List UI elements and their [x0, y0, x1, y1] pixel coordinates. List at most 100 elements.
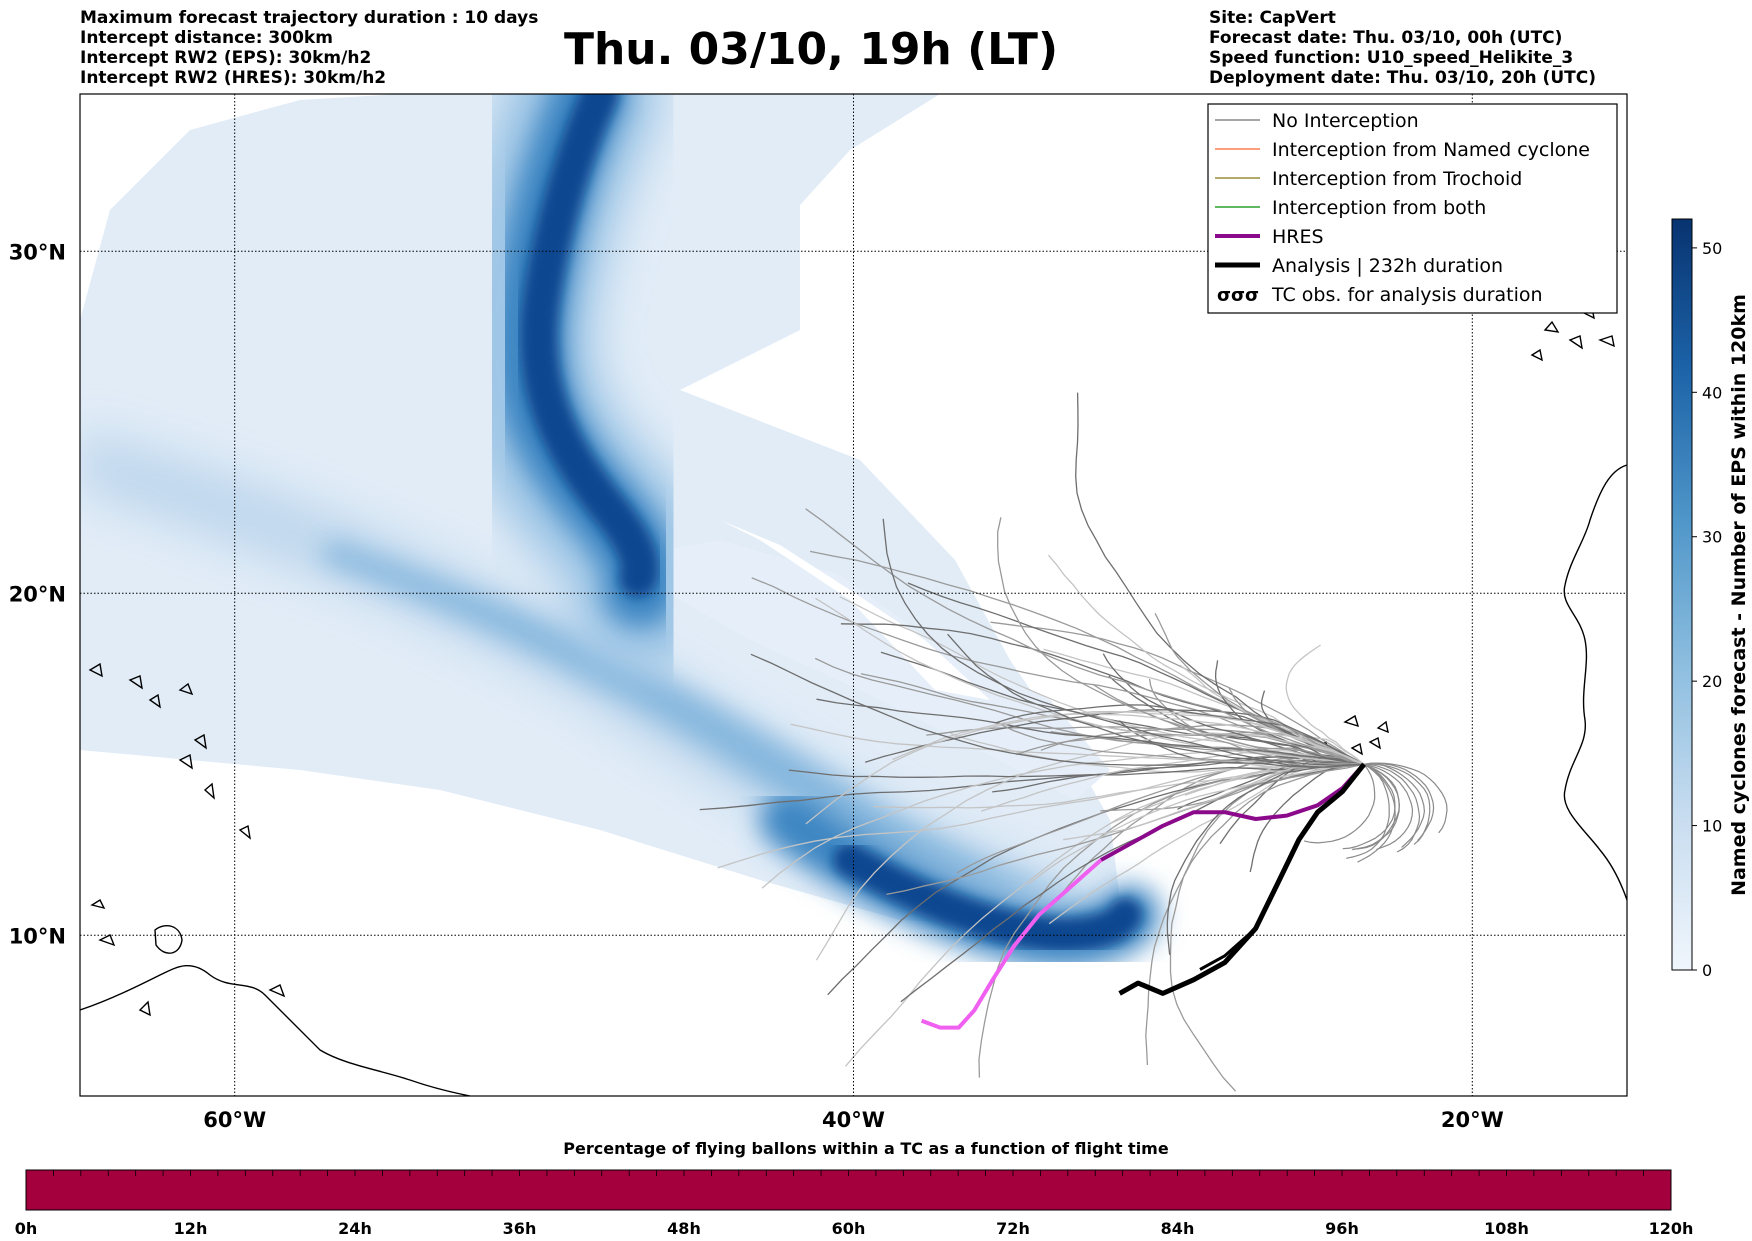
lon-tick-label: 60°W: [203, 1108, 266, 1132]
time-bar-tick-label: 108h: [1484, 1219, 1529, 1238]
balloon-trajectory: [926, 726, 1365, 765]
africa-coast: [1563, 464, 1627, 901]
colorbar-tick-label: 30: [1702, 528, 1722, 547]
analysis-track-secondary: [1199, 883, 1279, 971]
time-bar-tick-label: 96h: [1325, 1219, 1359, 1238]
time-bar-tick-label: 60h: [832, 1219, 866, 1238]
balloon-trajectory: [1363, 763, 1414, 851]
header-left-line: Intercept RW2 (EPS): 30km/h2: [80, 48, 372, 68]
density-north-core: [519, 94, 659, 597]
legend-entry-label: TC obs. for analysis duration: [1271, 284, 1543, 306]
lon-tick-label: 40°W: [822, 1108, 885, 1132]
coastlines: [80, 307, 1627, 1096]
colorbar-tick-label: 0: [1702, 961, 1712, 980]
balloon-trajectory: [981, 749, 1365, 812]
legend-entry-label: HRES: [1272, 226, 1324, 248]
flight-time-bar-fill: [25, 1169, 1672, 1211]
legend-tc-symbol: σσσ: [1217, 285, 1259, 306]
balloon-trajectories: [699, 392, 1448, 1092]
page-title: Thu. 03/10, 19h (LT): [0, 24, 1752, 75]
balloon-trajectory: [947, 633, 1365, 768]
south-america-coast: [80, 964, 471, 1096]
header-left-line: Intercept distance: 300km: [80, 28, 333, 48]
balloon-trajectory: [1028, 763, 1365, 885]
balloon-trajectory: [1145, 763, 1365, 1066]
balloon-trajectory: [809, 550, 1365, 765]
header-left: Maximum forecast trajectory duration : 1…: [80, 8, 538, 88]
hres-track: [1100, 762, 1366, 862]
balloon-trajectory: [1352, 763, 1400, 851]
lat-tick-label: 10°N: [9, 924, 66, 948]
time-bar-tick-label: 48h: [667, 1219, 701, 1238]
trinidad-coast: [154, 924, 183, 954]
header-right-line: Deployment date: Thu. 03/10, 20h (UTC): [1209, 68, 1596, 88]
header-left-line: Intercept RW2 (HRES): 30km/h2: [80, 68, 387, 88]
legend-entry-label: Interception from both: [1272, 197, 1486, 219]
colorbar-tick-label: 40: [1702, 383, 1722, 402]
lat-tick-label: 20°N: [9, 582, 66, 606]
colorbar-tick-label: 50: [1702, 239, 1722, 258]
time-bar-tick-label: 72h: [996, 1219, 1030, 1238]
balloon-trajectory: [1357, 763, 1396, 863]
legend-entry-label: No Interception: [1272, 110, 1419, 132]
density-band-mid: [320, 540, 1090, 900]
time-bar-tick-label: 36h: [503, 1219, 537, 1238]
map-legend: No Interception Interception from Named c…: [1207, 103, 1618, 314]
balloon-trajectory: [995, 704, 1365, 765]
balloon-trajectory: [790, 723, 1365, 768]
time-bar-tick-label: 12h: [174, 1219, 208, 1238]
colorbar-gradient: [1671, 218, 1693, 971]
colorbar-tick-label: 10: [1702, 817, 1722, 836]
legend-entry-label: Interception from Named cyclone: [1272, 139, 1590, 161]
hres-track-tail: [920, 858, 1103, 1030]
lat-tick-label: 30°N: [9, 240, 66, 264]
forecast-density-field: [80, 94, 1160, 969]
balloon-trajectory: [815, 732, 1365, 961]
caribbean-islands: [88, 662, 286, 1017]
balloon-trajectory: [816, 698, 1365, 765]
time-bar-tick-label: 120h: [1649, 1219, 1694, 1238]
balloon-trajectory: [907, 582, 1365, 765]
balloon-trajectory: [1285, 644, 1365, 765]
time-bar-tick-label: 24h: [338, 1219, 372, 1238]
balloon-trajectory: [1179, 664, 1365, 765]
time-bar-tick-label: 0h: [15, 1219, 38, 1238]
balloon-trajectory: [805, 508, 1365, 765]
header-right-line: Speed function: U10_speed_Helikite_3: [1209, 48, 1574, 68]
header-right-line: Forecast date: Thu. 03/10, 00h (UTC): [1209, 28, 1563, 48]
legend-entry-label: Analysis | 232h duration: [1272, 255, 1503, 277]
header-left-line: Maximum forecast trajectory duration : 1…: [80, 8, 539, 28]
balloon-trajectory: [997, 517, 1365, 765]
balloon-trajectory: [827, 763, 1365, 996]
density-gap: [720, 520, 990, 700]
balloon-trajectory: [1363, 762, 1426, 848]
page-title-text: Thu. 03/10, 19h (LT): [563, 24, 1059, 75]
map-frame: [79, 93, 1628, 1097]
balloon-trajectory: [1363, 762, 1448, 834]
balloon-trajectory: [1363, 762, 1435, 842]
balloon-trajectory: [750, 653, 1365, 768]
balloon-trajectory: [1342, 763, 1396, 850]
header-right: Site: CapVert Forecast date: Thu. 03/10,…: [1209, 8, 1596, 88]
balloon-trajectory: [1363, 763, 1431, 845]
flight-time-bar-title: Percentage of flying ballons within a TC…: [563, 1139, 1169, 1158]
balloon-trajectory: [978, 763, 1365, 1078]
hres-analysis-tracks: [920, 762, 1366, 1030]
balloon-trajectory: [1363, 763, 1421, 853]
balloon-trajectory: [1346, 763, 1390, 859]
colorbar-tick-label: 20: [1702, 672, 1722, 691]
colorbar: Named cyclones forecast - Number of EPS …: [1671, 218, 1750, 980]
flight-time-bar: Percentage of flying ballons within a TC…: [15, 1139, 1694, 1238]
balloon-trajectory: [882, 518, 1365, 766]
legend-box: [1207, 103, 1618, 314]
canary-islands: [1530, 307, 1615, 362]
balloon-trajectory: [1303, 763, 1376, 844]
colorbar-label: Named cyclones forecast - Number of EPS …: [1728, 294, 1750, 896]
legend-entry-label: Interception from Trochoid: [1272, 168, 1522, 190]
balloon-trajectory: [1154, 613, 1365, 765]
time-bar-tick-label: 84h: [1161, 1219, 1195, 1238]
balloon-trajectory: [1099, 713, 1365, 765]
balloon-trajectory: [1002, 724, 1365, 769]
balloon-trajectory: [1166, 763, 1365, 955]
